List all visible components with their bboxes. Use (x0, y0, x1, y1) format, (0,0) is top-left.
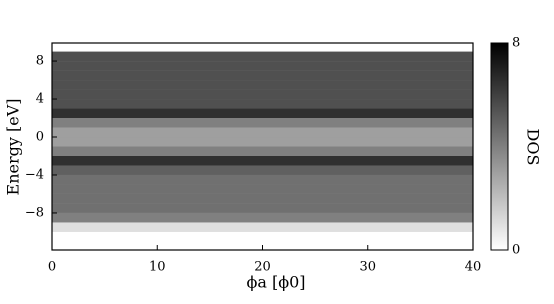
heatmap-row (52, 193, 473, 204)
colorbar-label: DOS (524, 129, 543, 166)
colorbar-tick-label: 0 (512, 243, 520, 258)
x-tick-label: 30 (359, 260, 376, 275)
heatmap-row (52, 51, 473, 62)
heatmap-row (52, 203, 473, 213)
colorbar (490, 42, 509, 251)
heatmap-row (52, 146, 473, 156)
y-tick-label: −8 (25, 205, 44, 220)
x-tick-label: 10 (149, 260, 166, 275)
heatmap-row (52, 222, 473, 232)
heatmap-row (52, 89, 473, 100)
x-tick-label: 20 (254, 260, 271, 275)
heatmap-row (52, 231, 473, 242)
heatmap-row (52, 99, 473, 109)
y-axis-label: Energy [eV] (4, 99, 23, 196)
colorbar-tick-label: 8 (512, 36, 520, 51)
y-tick-label: 0 (36, 130, 44, 145)
heatmap-row (52, 70, 473, 81)
heatmap-row (52, 165, 473, 175)
heatmap-row (52, 80, 473, 90)
heatmap-row (52, 43, 473, 52)
heatmap-row (52, 184, 473, 194)
heatmap-row (52, 212, 473, 223)
heatmap-row (52, 118, 473, 128)
x-tick-label: 0 (48, 260, 56, 275)
y-tick-label: 8 (36, 54, 44, 69)
heatmap-row (52, 137, 473, 147)
heatmap-row (52, 108, 473, 119)
x-axis-label: ϕa [ϕ0] (246, 273, 305, 292)
x-tick-label: 40 (465, 260, 482, 275)
heatmap-row (52, 174, 473, 185)
y-tick-label: −4 (25, 167, 44, 182)
y-tick-label: 4 (36, 92, 44, 107)
heatmap-row (52, 61, 473, 71)
heatmap-row (52, 127, 473, 138)
heatmap-row (52, 155, 473, 166)
